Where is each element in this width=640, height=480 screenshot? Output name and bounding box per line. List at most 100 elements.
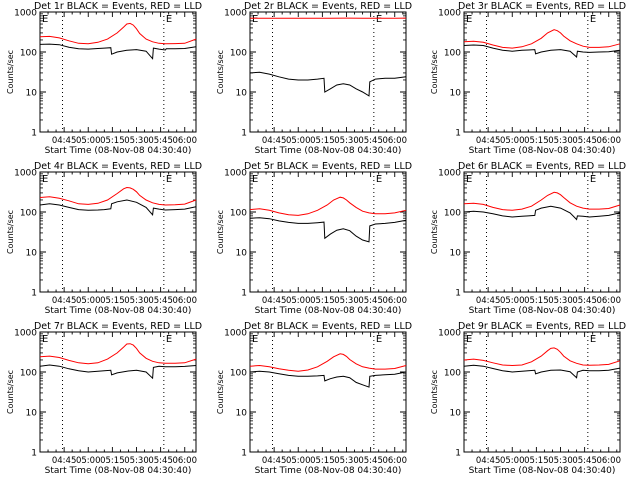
events-series-line	[249, 71, 407, 97]
y-axis-label: Counts/sec	[216, 210, 225, 254]
x-tick-label: 05:15	[100, 136, 125, 146]
y-tick-label: 1000	[224, 329, 247, 339]
events-series-line	[249, 370, 407, 388]
x-tick-label: 05:30	[334, 296, 359, 306]
y-axis-label: Counts/sec	[216, 50, 225, 94]
y-tick-label: 10	[236, 249, 248, 259]
y-tick-label: 100	[230, 49, 247, 59]
corner-label: E	[252, 174, 258, 185]
detector-panel: Det 3r BLACK = Events, RED = LLD E E 1 10 100…	[430, 1, 626, 156]
y-tick-label: 100	[444, 369, 461, 379]
corner-label: E	[590, 14, 596, 25]
plot-frame	[463, 11, 621, 133]
x-tick-label: 05:00	[286, 456, 311, 466]
events-series-line	[463, 44, 621, 58]
panel-title: Det 6r BLACK = Events, RED = LLD	[458, 161, 626, 172]
x-axis-label: Start Time (08-Nov-08 04:30:40)	[255, 306, 402, 316]
panel-title: Det 5r BLACK = Events, RED = LLD	[244, 161, 412, 172]
y-axis-label: Counts/sec	[6, 50, 15, 94]
x-tick-label: 05:00	[76, 456, 101, 466]
y-tick-label: 1	[241, 289, 247, 299]
events-series-line	[463, 205, 621, 221]
detector-panel: Det 1r BLACK = Events, RED = LLD E E 1 10 100…	[6, 1, 202, 156]
detector-panel: Det 7r BLACK = Events, RED = LLD E E 1 10 100…	[6, 321, 202, 476]
corner-label: E	[376, 174, 382, 185]
detector-panel: Det 5r BLACK = Events, RED = LLD E E 1 10 100…	[216, 161, 412, 316]
x-tick-label: 05:30	[124, 136, 149, 146]
x-tick-label: 04:45	[262, 456, 287, 466]
plot-frame	[39, 11, 197, 133]
detector-panel: Det 2r BLACK = Events, RED = LLD E E 1 10 100…	[216, 1, 412, 156]
corner-label: E	[376, 14, 382, 25]
y-tick-label: 10	[26, 409, 38, 419]
panel-title: Det 9r BLACK = Events, RED = LLD	[458, 321, 626, 332]
plot-frame	[249, 171, 407, 293]
x-tick-label: 06:00	[596, 456, 621, 466]
y-tick-label: 1000	[438, 329, 461, 339]
events-series-line	[39, 199, 197, 216]
corner-label: E	[466, 174, 472, 185]
x-tick-label: 04:45	[476, 136, 501, 146]
x-tick-label: 05:00	[500, 296, 525, 306]
plot-frame	[249, 11, 407, 133]
x-tick-label: 05:30	[334, 136, 359, 146]
y-tick-label: 100	[20, 369, 37, 379]
x-tick-label: 06:00	[596, 136, 621, 146]
x-tick-label: 05:00	[286, 296, 311, 306]
x-axis-label: Start Time (08-Nov-08 04:30:40)	[45, 466, 192, 476]
plot-frame	[463, 171, 621, 293]
y-tick-label: 100	[444, 209, 461, 219]
corner-label: E	[466, 334, 472, 345]
x-tick-label: 05:00	[500, 136, 525, 146]
x-tick-label: 05:15	[100, 296, 125, 306]
y-tick-label: 10	[26, 89, 38, 99]
x-tick-label: 06:00	[172, 456, 197, 466]
plot-frame	[39, 171, 197, 293]
x-tick-label: 05:45	[148, 456, 173, 466]
x-tick-label: 05:45	[572, 136, 597, 146]
x-axis-label: Start Time (08-Nov-08 04:30:40)	[469, 466, 616, 476]
x-tick-label: 05:45	[358, 296, 383, 306]
x-axis-label: Start Time (08-Nov-08 04:30:40)	[469, 306, 616, 316]
x-tick-label: 05:30	[124, 456, 149, 466]
corner-label: E	[42, 174, 48, 185]
x-tick-label: 05:15	[310, 296, 335, 306]
y-tick-label: 1	[31, 129, 37, 139]
x-tick-label: 05:45	[148, 296, 173, 306]
y-tick-label: 100	[444, 49, 461, 59]
y-tick-label: 1	[455, 129, 461, 139]
x-tick-label: 05:15	[524, 456, 549, 466]
x-tick-label: 04:45	[52, 296, 77, 306]
corner-label: E	[252, 14, 258, 25]
panel-title: Det 4r BLACK = Events, RED = LLD	[34, 161, 202, 172]
y-tick-label: 100	[20, 209, 37, 219]
detector-panel: Det 6r BLACK = Events, RED = LLD E E 1 10 100…	[430, 161, 626, 316]
y-axis-label: Counts/sec	[216, 370, 225, 414]
y-tick-label: 10	[236, 409, 248, 419]
x-tick-label: 04:45	[52, 456, 77, 466]
x-tick-label: 05:00	[500, 456, 525, 466]
y-tick-label: 10	[450, 89, 462, 99]
panel-title: Det 1r BLACK = Events, RED = LLD	[34, 1, 202, 12]
x-tick-label: 05:30	[124, 296, 149, 306]
x-tick-label: 05:30	[548, 296, 573, 306]
events-series-line	[39, 364, 197, 380]
y-tick-label: 10	[236, 89, 248, 99]
x-tick-label: 06:00	[382, 456, 407, 466]
y-tick-label: 10	[450, 409, 462, 419]
y-tick-label: 1	[455, 289, 461, 299]
lld-series-line	[39, 186, 197, 206]
lld-series-line	[463, 191, 621, 211]
x-tick-label: 05:30	[548, 136, 573, 146]
y-tick-label: 10	[26, 249, 38, 259]
y-tick-label: 1000	[438, 9, 461, 19]
lld-series-line	[39, 343, 197, 365]
x-tick-label: 05:15	[524, 296, 549, 306]
x-tick-label: 05:15	[100, 456, 125, 466]
events-series-line	[39, 43, 197, 60]
y-tick-label: 1000	[14, 329, 37, 339]
x-tick-label: 06:00	[596, 296, 621, 306]
corner-label: E	[466, 14, 472, 25]
y-tick-label: 1000	[438, 169, 461, 179]
